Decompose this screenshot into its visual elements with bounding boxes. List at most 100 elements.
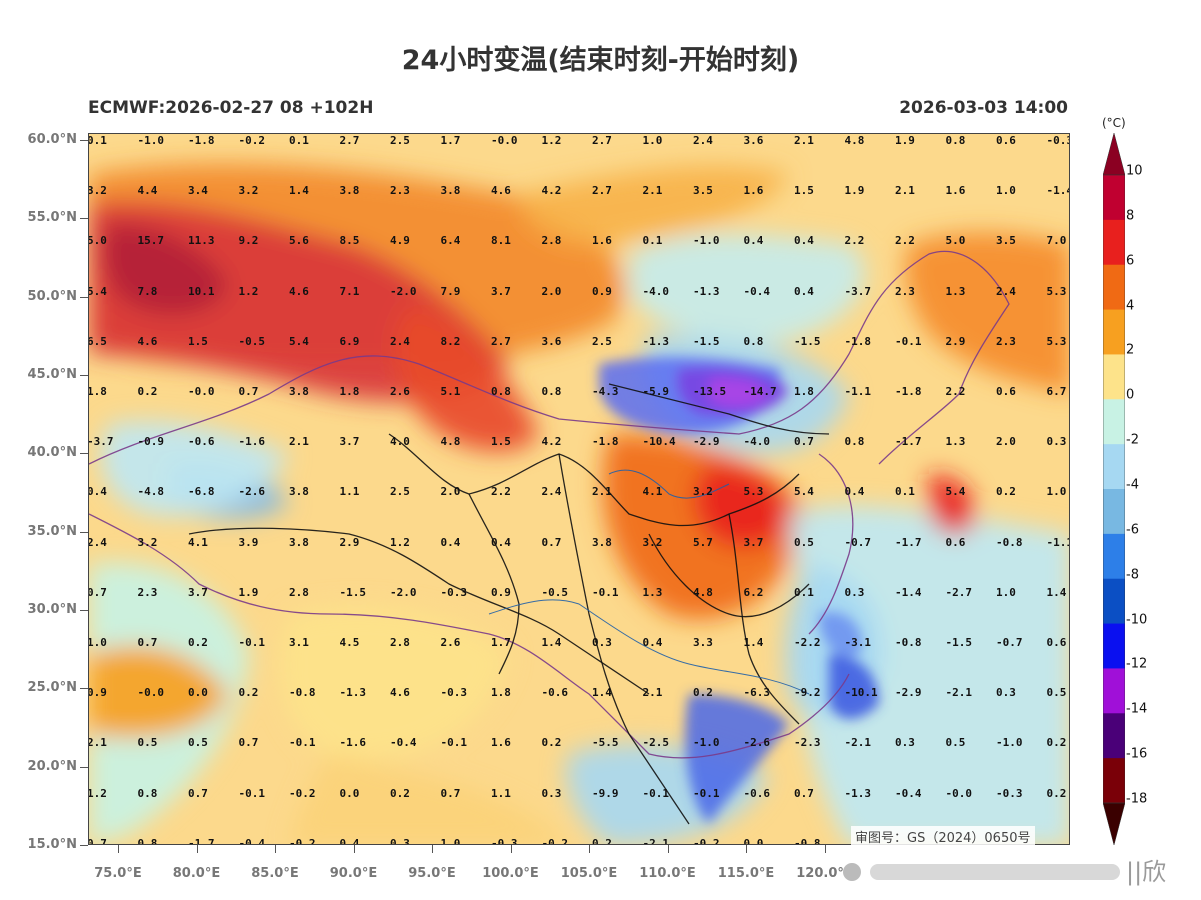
grid-value: 3.7 [491,284,511,298]
grid-value: -0.1 [238,786,266,800]
grid-value: 1.5 [188,334,208,348]
boundary-line-8 [608,383,830,435]
grid-value: 5.3 [743,485,764,499]
colorbar-label: -10 [1126,612,1148,628]
grid-value: 1.2 [541,134,562,147]
grid-value: -0.1 [895,334,922,348]
grid-value: -3.7 [844,284,872,298]
grid-value: 2.7 [491,334,511,348]
longitude-tick [196,845,198,853]
grid-value: -0.0 [491,134,518,147]
grid-value: 0.6 [996,385,1016,398]
grid-value: -1.0 [137,134,165,147]
temperature-change-map: 0.1 -1.0 -1.8 -0.2 0.1 2.7 2.5 1.7 -0.0 1.2 2.7 1.0… [88,133,1070,845]
grid-value: -1.6 [339,736,367,750]
latitude-label: 50.0°N [27,288,77,304]
longitude-label: 95.0°E [408,866,456,881]
grid-value: 11.3 [188,234,215,248]
grid-value: 0.2 [238,686,259,700]
grid-value: -9.9 [592,786,619,800]
colorbar-segment [1103,533,1125,580]
map-review-number: 审图号：GS（2024）0650号 [851,826,1035,847]
grid-value: 2.0 [996,435,1016,449]
grid-value: 1.3 [945,435,966,449]
grid-value: 0.4 [794,284,814,298]
grid-value: -0.2 [693,836,720,845]
grid-value: -5.5 [592,736,619,750]
grid-value: 4.6 [390,686,410,700]
grid-value: -10.4 [642,435,676,449]
latitude-label: 15.0°N [27,837,77,852]
grid-value: 1.2 [88,786,107,800]
grid-value: 6.5 [88,334,107,348]
grid-value: 6.4 [440,234,461,248]
grid-value: -0.4 [895,786,922,800]
grid-value: 4.5 [339,636,360,649]
grid-value: 4.1 [642,485,663,499]
temperature-field-4 [519,165,789,245]
grid-value: 7.8 [137,284,158,298]
grid-value: -0.4 [390,736,417,750]
longitude-tick [432,845,433,853]
grid-value: 3.2 [642,535,663,549]
grid-value: -1.1 [1046,535,1070,549]
grid-value: 4.4 [137,184,158,198]
grid-value: -0.7 [996,636,1023,649]
grid-value: 1.4 [289,184,309,198]
colorbar-top-cap [1103,133,1125,176]
grid-value: 1.1 [491,786,511,800]
grid-value: -0.3 [440,585,468,599]
grid-value: 1.1 [339,485,360,499]
grid-value: -1.8 [188,134,215,147]
grid-value: 0.4 [440,535,461,549]
grid-value: 5.1 [440,385,461,398]
grid-value: -0.1 [440,736,468,750]
grid-value: 2.5 [390,134,410,147]
grid-value: 4.1 [188,535,208,549]
grid-value: -1.4 [895,585,922,599]
grid-value: -6.3 [743,686,771,700]
latitude-tick [80,218,88,220]
grid-value: 0.2 [541,736,562,750]
grid-value: 0.9 [88,686,107,700]
grid-value: 1.6 [945,184,966,198]
grid-value: 5.4 [289,334,309,348]
grid-value: 1.5 [794,184,814,198]
grid-value: -0.1 [642,786,670,800]
map-canvas [89,134,1069,844]
colorbar-label: -16 [1126,746,1148,762]
grid-value: 3.1 [289,636,309,649]
grid-value: 0.4 [794,234,814,248]
grid-value: 4.6 [289,284,309,298]
grid-value: -2.0 [390,284,417,298]
grid-value: -0.8 [794,836,821,845]
grid-value: -1.0 [996,736,1023,750]
grid-value: 0.4 [88,485,107,499]
grid-value: 2.5 [592,334,612,348]
grid-value: 0.3 [390,836,410,845]
latitude-label: 40.0°N [27,445,77,461]
weibo-watermark [843,863,1120,881]
grid-value: 1.0 [1046,485,1067,499]
temperature-field-3 [395,304,539,452]
longitude-label: 105.0°E [560,866,618,881]
grid-value: 0.3 [541,786,562,800]
latitude-tick [80,610,88,611]
grid-value: -1.3 [339,686,367,700]
grid-value: 3.3 [693,636,713,649]
temperature-field-8 [101,421,289,516]
colorbar-label: 4 [1126,298,1135,314]
longitude-label: 115.0°E [717,866,775,881]
colorbar-segment [1103,309,1125,355]
longitude-label: 75.0°E [94,866,142,881]
grid-value: 1.7 [491,636,511,649]
grid-value: -2.9 [693,435,720,449]
colorbar-unit: (°C) [1102,116,1126,130]
grid-value: 0.2 [188,636,208,649]
grid-value: -0.8 [895,636,922,649]
grid-value: 3.2 [88,184,107,198]
cold-core-5 [819,612,862,657]
latitude-label: 30.0°N [27,602,77,617]
grid-value: 0.1 [794,585,814,599]
grid-value: 1.4 [592,686,612,700]
